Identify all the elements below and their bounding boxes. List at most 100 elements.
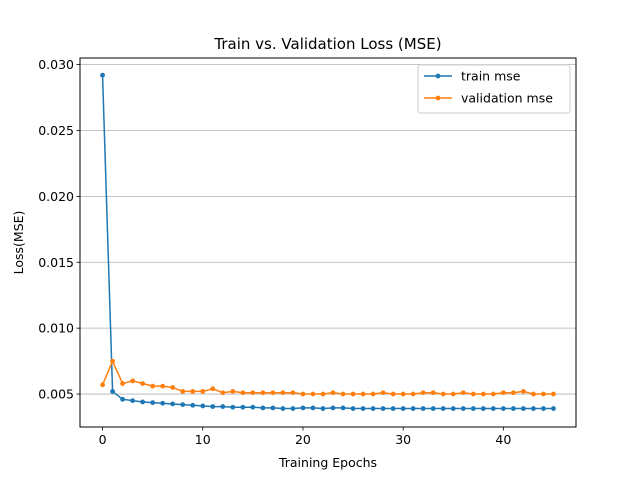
data-point [440, 406, 446, 411]
data-point [300, 391, 306, 397]
data-point [300, 405, 306, 411]
y-tick-label: 0.025 [38, 123, 74, 138]
data-point [370, 391, 376, 397]
data-point [260, 390, 266, 396]
data-point [100, 72, 105, 78]
data-point [330, 390, 336, 396]
data-point [541, 406, 546, 411]
data-point [430, 390, 436, 396]
data-point [330, 405, 336, 411]
data-point [310, 405, 316, 411]
data-point [320, 406, 326, 411]
legend-label: train mse [461, 69, 521, 84]
data-point [170, 401, 176, 407]
data-point [290, 390, 296, 396]
legend-swatch-marker [435, 95, 441, 101]
data-point [250, 404, 256, 410]
data-point [280, 390, 286, 396]
data-point [520, 389, 526, 394]
x-axis-label: Training Epochs [278, 455, 377, 470]
series-validation-mse [100, 358, 556, 397]
data-point [450, 406, 456, 411]
data-point [470, 406, 476, 411]
y-tick-label: 0.015 [38, 255, 74, 270]
data-point [200, 403, 206, 409]
data-point [460, 406, 466, 411]
data-point [500, 406, 506, 411]
series-layer [100, 72, 556, 411]
data-point [140, 399, 146, 405]
data-point [450, 391, 456, 397]
legend: train mse validation mse [417, 64, 571, 114]
data-point [110, 389, 115, 394]
y-tick-label: 0.005 [38, 387, 74, 402]
data-point [520, 406, 526, 411]
data-point [541, 391, 546, 397]
series-line [101, 359, 554, 395]
data-point [160, 383, 166, 389]
data-point [240, 404, 246, 410]
data-point [130, 378, 136, 384]
data-point [340, 391, 346, 397]
data-point [400, 391, 406, 397]
data-point [360, 406, 366, 411]
data-point [120, 396, 125, 402]
data-point [150, 383, 156, 389]
data-point [480, 391, 486, 397]
y-tick-label: 0.020 [38, 189, 74, 204]
x-tick-label: 20 [295, 432, 311, 447]
series-train-mse [100, 72, 556, 411]
data-point [440, 391, 446, 397]
data-point [120, 381, 125, 386]
data-point [320, 391, 326, 397]
data-point [360, 391, 366, 397]
data-point [420, 390, 426, 396]
data-point [551, 406, 556, 411]
data-point [210, 404, 216, 409]
data-point [410, 406, 416, 411]
data-point [350, 406, 356, 411]
data-point [410, 391, 416, 397]
y-axis: 0.005 0.010 0.015 0.020 0.025 0.030 [38, 57, 80, 402]
data-point [140, 381, 146, 386]
y-tick-label: 0.010 [38, 321, 74, 336]
data-point [230, 389, 236, 394]
data-point [270, 390, 276, 396]
legend-label: validation mse [461, 91, 553, 106]
data-point [290, 406, 296, 411]
data-point [200, 389, 206, 394]
gridlines [80, 64, 576, 395]
data-point [180, 389, 186, 394]
data-point [531, 391, 536, 397]
data-point [350, 391, 356, 397]
plot-frame [79, 57, 577, 428]
data-point [190, 389, 196, 394]
data-point [150, 400, 156, 406]
data-point [370, 406, 376, 411]
data-point [420, 406, 426, 411]
data-point [210, 386, 216, 392]
data-point [510, 390, 516, 396]
legend-swatch-marker [435, 73, 441, 79]
data-point [470, 391, 476, 397]
x-tick-label: 10 [195, 432, 211, 447]
x-axis: 0 10 20 30 40 [99, 427, 511, 447]
legend-box [417, 64, 571, 114]
x-tick-label: 40 [495, 432, 511, 447]
data-point [270, 405, 276, 411]
data-point [310, 391, 316, 397]
series-line [101, 75, 554, 410]
data-point [390, 406, 396, 411]
data-point [110, 358, 115, 364]
x-tick-label: 30 [395, 432, 411, 447]
data-point [551, 391, 556, 397]
data-point [390, 391, 396, 397]
data-point [480, 406, 486, 411]
data-point [490, 406, 496, 411]
data-point [460, 390, 466, 396]
data-point [240, 390, 246, 396]
chart-title: Train vs. Validation Loss (MSE) [213, 35, 441, 53]
data-point [190, 402, 196, 408]
y-axis-label: Loss(MSE) [11, 211, 26, 275]
